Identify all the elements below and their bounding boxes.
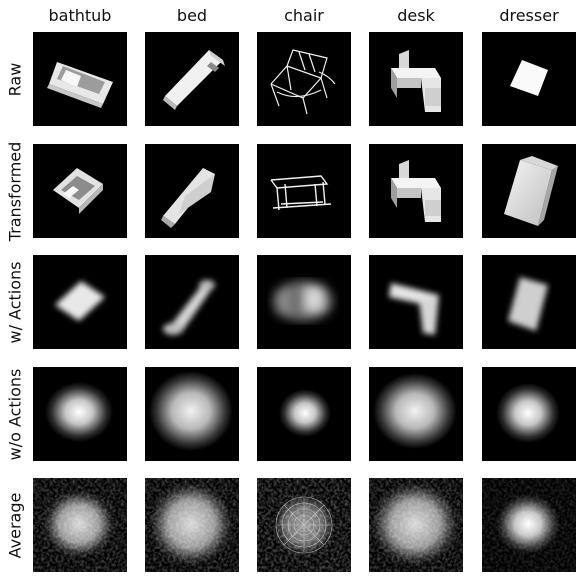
cell-with-actions-chair xyxy=(257,255,351,349)
cell-average-bed xyxy=(145,478,239,572)
cell-average-desk xyxy=(369,478,463,572)
cell-raw-chair xyxy=(257,32,351,126)
cell-with-actions-desk xyxy=(369,255,463,349)
cell-transformed-bathtub xyxy=(33,144,127,238)
row-label-raw: Raw xyxy=(0,32,30,126)
cell-average-bathtub xyxy=(33,478,127,572)
cell-transformed-bed xyxy=(145,144,239,238)
cell-without-actions-desk xyxy=(369,367,463,461)
row-label-without-actions: w/o Actions xyxy=(0,367,30,461)
col-label-bathtub: bathtub xyxy=(33,6,127,25)
cell-raw-desk xyxy=(369,32,463,126)
row-label-with-actions: w/ Actions xyxy=(0,255,30,349)
cell-raw-bathtub xyxy=(33,32,127,126)
col-label-chair: chair xyxy=(257,6,351,25)
cell-average-dresser xyxy=(482,478,576,572)
cell-raw-dresser xyxy=(482,32,576,126)
cell-without-actions-bed xyxy=(145,367,239,461)
cell-without-actions-dresser xyxy=(482,367,576,461)
cell-with-actions-bed xyxy=(145,255,239,349)
cell-without-actions-chair xyxy=(257,367,351,461)
cell-with-actions-bathtub xyxy=(33,255,127,349)
row-label-transformed: Transformed xyxy=(0,144,30,238)
col-label-bed: bed xyxy=(145,6,239,25)
cell-transformed-chair xyxy=(257,144,351,238)
row-label-average: Average xyxy=(0,478,30,572)
col-label-desk: desk xyxy=(369,6,463,25)
cell-raw-bed xyxy=(145,32,239,126)
cell-transformed-dresser xyxy=(482,144,576,238)
cell-average-chair xyxy=(257,478,351,572)
col-label-dresser: dresser xyxy=(482,6,576,25)
cell-with-actions-dresser xyxy=(482,255,576,349)
cell-transformed-desk xyxy=(369,144,463,238)
cell-without-actions-bathtub xyxy=(33,367,127,461)
